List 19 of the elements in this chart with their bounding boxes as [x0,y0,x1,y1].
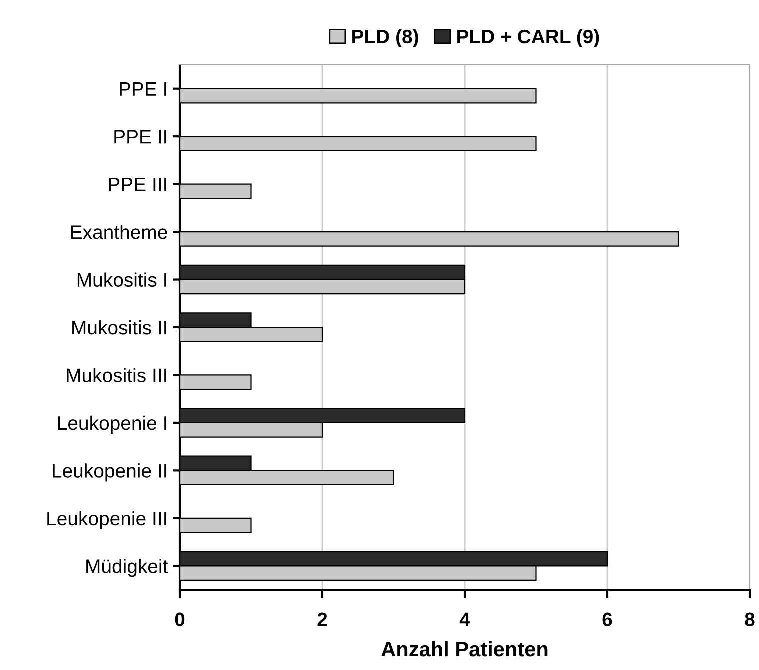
x-tick-label: 2 [318,612,328,626]
legend-label: PLD + CARL (9) [458,29,600,48]
x-axis-title: Anzahl Patienten [382,641,548,657]
y-tick-label: PPE III [109,178,166,192]
y-tick-label: Leukopenie III [48,511,166,530]
y-tick-label: PPE II [114,130,166,144]
y-tick-label: Mukositis II [72,320,166,335]
x-tick-label: 8 [745,612,755,627]
x-tick-label: 0 [175,612,185,627]
y-tick-label: Müdigkeit [86,559,168,578]
y-tick-label: PPE I [120,82,166,96]
y-tick-label: Leukopenie I [58,416,166,434]
legend-label: PLD (8) [352,29,418,48]
x-tick-label: 4 [460,612,470,626]
y-tick-label: Leukopenie II [53,464,166,482]
y-tick-label: Mukositis I [78,272,166,288]
x-tick-label: 6 [602,612,612,627]
y-tick-label: Exantheme [71,225,168,240]
y-tick-label: Mukositis III [67,368,166,382]
